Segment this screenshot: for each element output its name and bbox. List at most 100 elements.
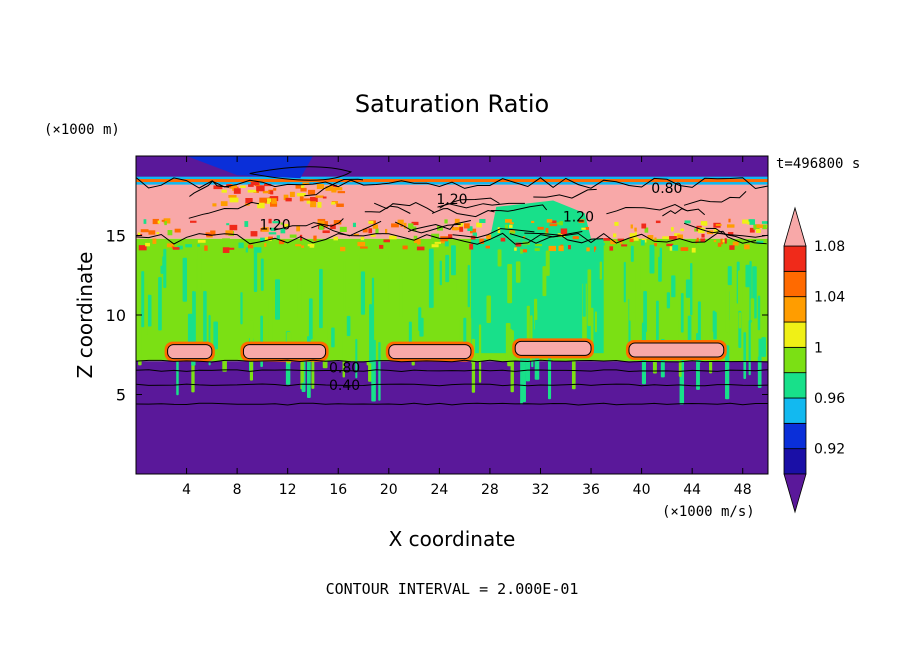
- boundary-speckle: [721, 245, 727, 252]
- x-axis: 4 8 12 16 20 24 28 32 36 40 44 48: [182, 156, 752, 498]
- contour-line: [136, 402, 768, 406]
- boundary-speckle: [138, 245, 147, 251]
- boundary-speckle: [183, 239, 189, 243]
- mid-streak: [408, 321, 412, 343]
- boundary-speckle: [561, 243, 569, 248]
- boundary-speckle: [205, 232, 210, 236]
- boundary-speckle: [578, 219, 585, 223]
- contour-scribble: [364, 205, 411, 214]
- boundary-speckle: [558, 245, 564, 252]
- contour-scribble: [683, 222, 757, 244]
- boundary-speckle: [547, 235, 551, 242]
- upper-speckle: [220, 201, 228, 206]
- mid-streak: [478, 324, 482, 383]
- mid-streak: [163, 248, 167, 289]
- boundary-speckle: [280, 222, 283, 225]
- upper-speckle: [221, 189, 227, 193]
- boundary-speckle: [270, 227, 276, 232]
- upper-speckle: [262, 190, 269, 194]
- boundary-speckle: [617, 238, 625, 242]
- boundary-speckle: [680, 247, 689, 251]
- mid-streak: [203, 291, 207, 347]
- colorbar-box: [783, 448, 807, 475]
- pink-blob: [167, 344, 213, 360]
- boundary-speckle: [360, 246, 368, 249]
- boundary-speckle: [152, 218, 159, 225]
- mid-streak: [549, 279, 554, 328]
- boundary-speckle: [534, 248, 540, 252]
- mid-streak: [515, 261, 521, 283]
- boundary-speckle: [163, 218, 171, 224]
- boundary-speckle: [634, 244, 641, 248]
- mid-streak: [275, 279, 280, 320]
- upper-speckle: [316, 183, 325, 189]
- boundary-speckle: [261, 227, 269, 232]
- boundary-speckle: [515, 242, 522, 247]
- boundary-speckle: [677, 234, 684, 240]
- boundary-speckle: [654, 243, 658, 247]
- mid-streak: [182, 257, 187, 302]
- boundary-speckle: [696, 237, 699, 243]
- mid-streak: [240, 292, 243, 325]
- boundary-speckle: [669, 236, 677, 240]
- boundary-speckle: [352, 222, 356, 228]
- boundary-speckle: [402, 245, 408, 250]
- mid-streak: [745, 264, 750, 288]
- boundary-speckle: [485, 245, 490, 249]
- boundary-speckle: [629, 238, 634, 243]
- boundary-speckle: [748, 219, 754, 222]
- mid-streak: [141, 271, 145, 328]
- boundary-speckle: [521, 247, 528, 253]
- boundary-speckle: [717, 242, 722, 247]
- boundary-speckle: [756, 228, 761, 233]
- colorbar-tick-label: 1.08: [814, 239, 845, 255]
- boundary-speckle: [701, 233, 705, 238]
- boundary-speckle: [684, 220, 691, 224]
- boundary-speckle: [603, 238, 611, 241]
- x-tick-label: 48: [734, 482, 752, 498]
- boundary-speckle: [640, 240, 645, 246]
- boundary-speckle: [322, 230, 330, 234]
- boundary-speckle: [458, 224, 463, 228]
- boundary-speckle: [444, 240, 449, 247]
- contour-label: 1.20: [436, 192, 467, 208]
- boundary-speckle: [324, 221, 328, 227]
- mid-streak: [297, 276, 302, 320]
- upper-speckle: [310, 201, 317, 208]
- boundary-speckle: [514, 247, 519, 251]
- x-tick-label: 12: [279, 482, 297, 498]
- boundary-speckle: [447, 242, 453, 248]
- boundary-speckle: [448, 234, 453, 240]
- contour-scribble: [408, 220, 472, 233]
- boundary-speckle: [672, 244, 679, 251]
- mid-streak: [439, 260, 442, 286]
- boundary-speckle: [694, 228, 699, 232]
- boundary-speckle: [581, 227, 586, 230]
- mid-streak: [757, 295, 761, 331]
- colorbar-box: [783, 422, 807, 450]
- boundary-speckle: [434, 241, 442, 244]
- boundary-speckle: [268, 218, 272, 224]
- upper-speckle: [212, 203, 217, 207]
- colorbar: 0.92 0.96 1 1.04 1.08: [783, 206, 845, 514]
- colorbar-box: [783, 270, 807, 298]
- boundary-speckle: [662, 236, 669, 240]
- boundary-speckle: [140, 229, 149, 233]
- boundary-speckle: [416, 246, 425, 251]
- mid-streak: [146, 294, 152, 327]
- mid-streak: [253, 250, 258, 293]
- boundary-speckle: [702, 223, 708, 226]
- boundary-speckle: [722, 239, 727, 243]
- colorbar-top-triangle: [783, 206, 807, 247]
- boundary-speckle: [504, 219, 512, 223]
- boundary-speckle: [746, 221, 752, 225]
- contour-scribble: [311, 220, 382, 237]
- boundary-speckle: [766, 225, 768, 228]
- mid-streak: [526, 305, 530, 344]
- upper-speckle: [240, 185, 246, 188]
- boundary-speckle: [226, 223, 230, 226]
- boundary-speckle: [666, 243, 674, 247]
- x-tick-label: 24: [430, 482, 448, 498]
- mid-streak: [308, 298, 313, 340]
- upper-speckle: [289, 191, 295, 197]
